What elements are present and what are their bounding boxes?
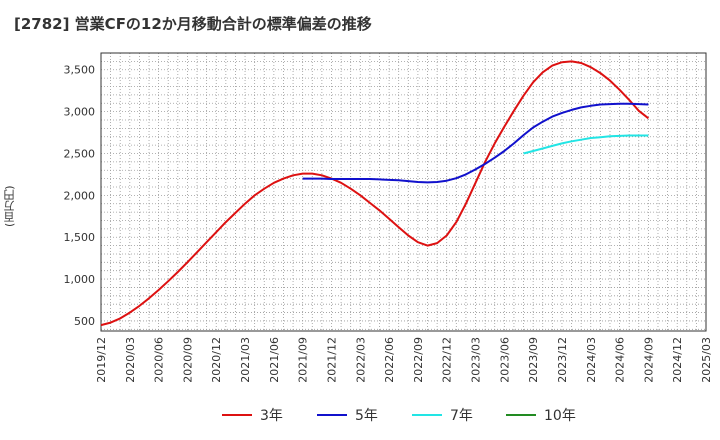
legend-swatch [412, 414, 442, 416]
y-tick-label: 3,500 [64, 64, 96, 77]
y-tick-label: 1,000 [64, 273, 96, 286]
x-tick-label: 2023/06 [498, 337, 511, 383]
legend-item: 3年 [222, 405, 283, 425]
x-tick-label: 2023/12 [556, 337, 569, 383]
x-tick-label: 2022/06 [383, 337, 396, 383]
x-tick-label: 2021/06 [268, 337, 281, 383]
y-tick-label: 500 [74, 315, 95, 328]
series-line-2 [302, 102, 649, 184]
x-tick-label: 2021/09 [297, 337, 310, 383]
x-tick-label: 2020/03 [124, 337, 137, 383]
legend-item: 5年 [317, 405, 378, 425]
x-tick-label: 2024/06 [614, 337, 627, 383]
legend-item: 7年 [412, 405, 473, 425]
legend-item: 10年 [506, 405, 576, 425]
series-line-1 [100, 60, 650, 327]
x-tick-label: 2020/09 [181, 337, 194, 383]
x-tick-label: 2024/09 [642, 337, 655, 383]
chart-title: [2782] 営業CFの12か月移動合計の標準偏差の推移 [14, 15, 372, 33]
legend: 3年 5年 7年 10年 [0, 405, 720, 425]
plot-area [101, 53, 706, 331]
x-tick-label: 2022/09 [412, 337, 425, 383]
x-tick-label: 2021/12 [325, 337, 338, 383]
x-tick-label: 2019/12 [95, 337, 108, 383]
x-tick-label: 2025/03 [700, 337, 713, 383]
legend-label: 7年 [450, 408, 473, 424]
x-tick-label: 2023/09 [527, 337, 540, 383]
x-tick-label: 2024/03 [585, 337, 598, 383]
y-tick-label: 1,500 [64, 231, 96, 244]
series-line-3 [523, 134, 649, 155]
x-tick-label: 2022/03 [354, 337, 367, 383]
plot-frame [100, 52, 707, 332]
legend-label: 5年 [355, 408, 378, 424]
legend-swatch [222, 414, 252, 416]
legend-label: 3年 [260, 408, 283, 424]
legend-swatch [317, 414, 347, 416]
x-tick-label: 2024/12 [671, 337, 684, 383]
x-tick-label: 2020/12 [210, 337, 223, 383]
legend-label: 10年 [544, 408, 576, 424]
x-tick-label: 2020/06 [153, 337, 166, 383]
x-tick-label: 2021/03 [239, 337, 252, 383]
x-tick-label: 2023/03 [470, 337, 483, 383]
y-tick-label: 3,000 [64, 106, 96, 119]
y-tick-label: 2,500 [64, 147, 96, 160]
legend-swatch [506, 414, 536, 416]
y-tick-label: 2,000 [64, 189, 96, 202]
x-tick-label: 2022/12 [441, 337, 454, 383]
